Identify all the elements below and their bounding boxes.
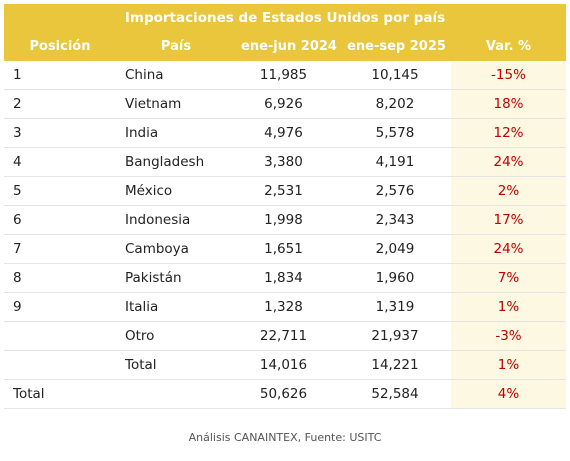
jan-sep-2025-cell: 4,191 — [375, 154, 415, 170]
jan-jun-2024-cell: 22,711 — [259, 328, 308, 344]
table-row: Total 14,016 14,221 1% — [4, 351, 566, 380]
variation-cell: 17% — [451, 206, 566, 234]
jan-jun-2024-cell: 2,531 — [264, 183, 303, 199]
variation-cell: 1% — [451, 351, 566, 379]
source-note: Análisis CANAINTEX, Fuente: USITC — [188, 431, 382, 444]
jan-jun-2024-cell: 1,328 — [264, 299, 303, 315]
jan-sep-2025-cell: 14,221 — [371, 357, 419, 373]
variation-cell: -15% — [451, 61, 566, 89]
jan-sep-2025-cell: 2,049 — [375, 241, 415, 257]
country-cell: Total — [125, 357, 157, 373]
variation-cell: 24% — [451, 235, 566, 263]
col-header-jan-sep-2025: ene-sep 2025 — [347, 39, 446, 54]
table-row: 3 India 4,976 5,578 12% — [4, 119, 566, 148]
table-row: 6 Indonesia 1,998 2,343 17% — [4, 206, 566, 235]
country-cell: Pakistán — [125, 270, 182, 286]
table-title: Importaciones de Estados Unidos por país — [4, 4, 566, 32]
table-body: 1 China 11,985 10,145 -15% 2 Vietnam 6,926 8,202… — [4, 61, 566, 409]
jan-jun-2024-cell: 50,626 — [259, 386, 308, 402]
jan-jun-2024-cell: 4,976 — [264, 125, 303, 141]
col-header-position: Posición — [29, 39, 91, 54]
position-cell: Total — [13, 386, 45, 402]
jan-sep-2025-cell: 2,576 — [375, 183, 415, 199]
jan-jun-2024-cell: 1,998 — [264, 212, 303, 228]
country-cell: Camboya — [125, 241, 189, 257]
country-cell: Otro — [125, 328, 155, 344]
jan-sep-2025-cell: 52,584 — [371, 386, 419, 402]
col-header-variation: Var. % — [485, 39, 532, 54]
table-row: 2 Vietnam 6,926 8,202 18% — [4, 90, 566, 119]
jan-sep-2025-cell: 21,937 — [371, 328, 419, 344]
position-cell: 1 — [13, 67, 22, 83]
table-row: 9 Italia 1,328 1,319 1% — [4, 293, 566, 322]
variation-cell: 1% — [451, 293, 566, 321]
position-cell: 9 — [13, 299, 22, 315]
position-cell: 8 — [13, 270, 22, 286]
table-row: 7 Camboya 1,651 2,049 24% — [4, 235, 566, 264]
variation-cell: 4% — [451, 380, 566, 408]
jan-jun-2024-cell: 6,926 — [264, 96, 303, 112]
variation-cell: 7% — [451, 264, 566, 292]
country-cell: Vietnam — [125, 96, 182, 112]
jan-jun-2024-cell: 1,834 — [264, 270, 303, 286]
jan-sep-2025-cell: 5,578 — [375, 125, 415, 141]
country-cell: Italia — [125, 299, 159, 315]
jan-sep-2025-cell: 1,960 — [375, 270, 415, 286]
jan-jun-2024-cell: 14,016 — [259, 357, 308, 373]
position-cell: 4 — [13, 154, 22, 170]
table-row: 1 China 11,985 10,145 -15% — [4, 61, 566, 90]
jan-jun-2024-cell: 11,985 — [259, 67, 308, 83]
col-header-jan-jun-2024: ene-jun 2024 — [241, 39, 337, 54]
country-cell: México — [125, 183, 173, 199]
variation-cell: -3% — [451, 322, 566, 350]
position-cell: 2 — [13, 96, 22, 112]
variation-cell: 2% — [451, 177, 566, 205]
jan-sep-2025-cell: 10,145 — [371, 67, 419, 83]
position-cell: 6 — [13, 212, 22, 228]
variation-cell: 12% — [451, 119, 566, 147]
variation-cell: 24% — [451, 148, 566, 176]
position-cell: 5 — [13, 183, 22, 199]
jan-jun-2024-cell: 3,380 — [264, 154, 303, 170]
country-cell: India — [125, 125, 159, 141]
position-cell: 7 — [13, 241, 22, 257]
jan-sep-2025-cell: 1,319 — [375, 299, 415, 315]
country-cell: Bangladesh — [125, 154, 205, 170]
country-cell: China — [125, 67, 164, 83]
table-row: 4 Bangladesh 3,380 4,191 24% — [4, 148, 566, 177]
jan-jun-2024-cell: 1,651 — [264, 241, 303, 257]
country-cell: Indonesia — [125, 212, 191, 228]
jan-sep-2025-cell: 2,343 — [375, 212, 415, 228]
table-header: Posición País ene-jun 2024 ene-sep 2025 … — [4, 32, 566, 61]
table-row: 8 Pakistán 1,834 1,960 7% — [4, 264, 566, 293]
table-row: Total 50,626 52,584 4% — [4, 380, 566, 409]
variation-cell: 18% — [451, 90, 566, 118]
col-header-country: País — [160, 39, 192, 54]
table-row: Otro 22,711 21,937 -3% — [4, 322, 566, 351]
position-cell: 3 — [13, 125, 22, 141]
table-row: 5 México 2,531 2,576 2% — [4, 177, 566, 206]
jan-sep-2025-cell: 8,202 — [375, 96, 415, 112]
